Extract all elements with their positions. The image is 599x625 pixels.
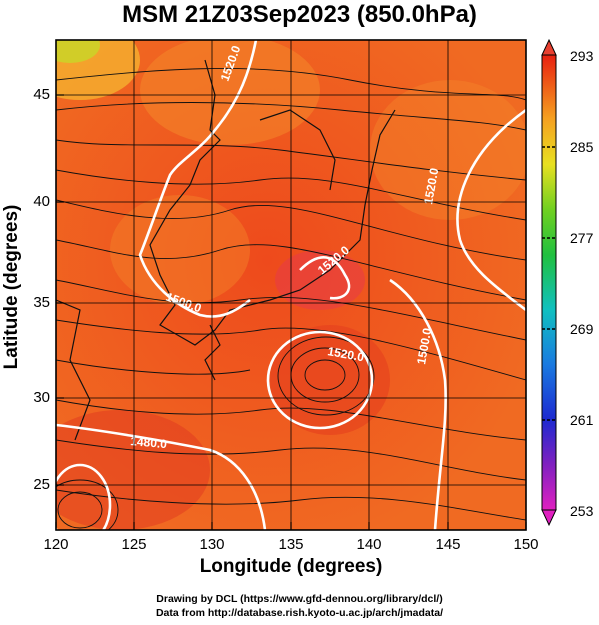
contour-label: 1520.0 xyxy=(421,167,441,206)
y-tick-label: 45 xyxy=(33,86,50,103)
contour-southwest xyxy=(56,463,112,530)
contour-1520-east xyxy=(456,108,526,312)
x-axis-label: Longitude (degrees) xyxy=(199,556,383,577)
x-tick-label: 150 xyxy=(513,536,539,553)
height-contours xyxy=(56,40,526,530)
southwest-swirl xyxy=(56,479,119,530)
streamline xyxy=(56,239,526,301)
axis-ticks xyxy=(55,94,527,530)
cool-patch-north xyxy=(140,40,320,145)
streamline xyxy=(56,139,526,181)
y-tick-label: 35 xyxy=(33,294,50,311)
colorbar-tick-label: 277 xyxy=(570,230,594,246)
contour-label: 1480.0 xyxy=(130,434,168,451)
streamline xyxy=(56,279,526,341)
southwest-swirl xyxy=(57,491,103,529)
streamline xyxy=(56,439,526,481)
streamline xyxy=(56,102,526,131)
x-tick-label: 140 xyxy=(356,536,382,553)
x-tick-label: 120 xyxy=(43,536,69,553)
typhoon-swirl xyxy=(277,336,375,416)
contour-label: 1520.0 xyxy=(326,344,365,364)
contour-1500-east xyxy=(389,278,447,530)
contour-1520-west xyxy=(138,40,258,318)
streamline xyxy=(56,489,526,521)
streamline xyxy=(56,399,526,441)
temperature-field: 1520.0 1520.0 1500.0 1520.0 1480.0 1520.… xyxy=(56,40,526,530)
coast-hokkaido xyxy=(259,109,336,191)
coast-china xyxy=(56,299,91,441)
warm-patch-japan xyxy=(275,250,365,310)
y-tick-label: 30 xyxy=(33,389,50,406)
contour-1520-japan xyxy=(299,255,351,300)
streamline xyxy=(56,359,251,375)
colorbar xyxy=(541,38,557,527)
colorbar-top-arrow xyxy=(541,38,557,56)
colorbar-tick-label: 285 xyxy=(570,139,594,155)
y-axis-label: Latitude (degrees) xyxy=(1,204,22,370)
coastlines xyxy=(56,59,396,441)
footer-data-source: Data from http://database.rish.kyoto-u.a… xyxy=(155,607,444,619)
streamline xyxy=(56,319,526,381)
typhoon-warm-core xyxy=(270,325,390,435)
cool-patch-east xyxy=(370,80,526,220)
footer-credit: Drawing by DCL (https://www.gfd-dennou.o… xyxy=(156,593,443,605)
streamlines xyxy=(56,68,526,530)
x-tick-label: 130 xyxy=(199,536,225,553)
colorbar-tick-label: 261 xyxy=(570,412,594,428)
contour-1520-typhoon xyxy=(266,330,374,430)
page-title: MSM 21Z03Sep2023 (850.0hPa) xyxy=(122,1,477,28)
contour-label: 1500.0 xyxy=(414,327,434,366)
x-tick-label: 135 xyxy=(278,536,304,553)
colorbar-bar xyxy=(541,54,557,511)
contour-1480 xyxy=(56,423,267,530)
x-tick-label: 145 xyxy=(435,536,461,553)
colorbar-tick-label: 253 xyxy=(570,503,594,519)
colorbar-tick-label: 269 xyxy=(570,321,594,337)
cool-patch-korea xyxy=(110,195,250,305)
warm-patch-southwest xyxy=(56,410,210,530)
streamline xyxy=(56,169,526,221)
y-tick-label: 25 xyxy=(33,476,50,493)
typhoon-swirl xyxy=(304,359,346,391)
gridlines xyxy=(56,40,526,530)
y-tick-label: 40 xyxy=(33,193,50,210)
coast-mainland xyxy=(149,59,396,346)
cool-patch-corner xyxy=(56,40,100,63)
coast-kyushu xyxy=(204,324,221,381)
colorbar-tick-label: 293 xyxy=(570,48,594,64)
colorbar-bottom-arrow xyxy=(541,509,557,527)
x-tick-label: 125 xyxy=(121,536,147,553)
streamline xyxy=(56,199,526,261)
colorbar-ticks xyxy=(542,146,556,421)
